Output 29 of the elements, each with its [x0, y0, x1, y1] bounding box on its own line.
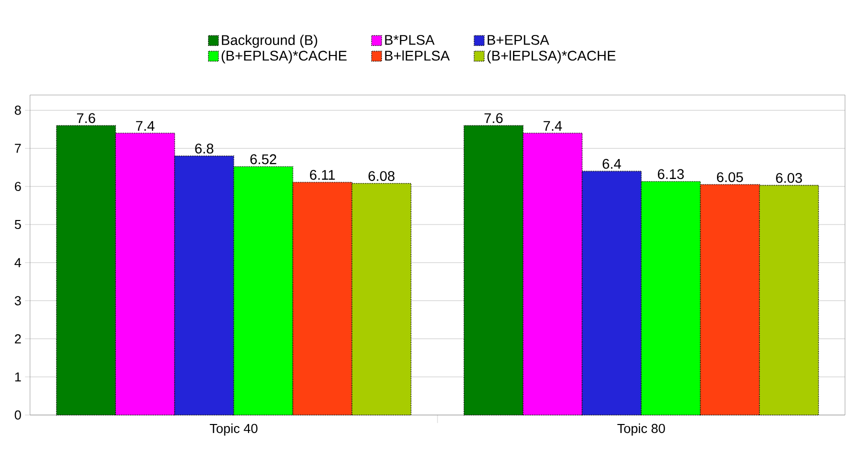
y-tick-label: 2	[14, 334, 21, 344]
data-label: 6.08	[368, 171, 394, 181]
y-tick-label: 6	[14, 182, 21, 192]
data-label: 7.6	[77, 113, 96, 124]
legend-label: B+EPLSA	[488, 34, 550, 45]
y-tick-label: 1	[15, 372, 21, 382]
legend-label: B+lEPLSA	[385, 50, 450, 61]
data-label: 6.05	[716, 172, 743, 182]
x-tick-label: Topic 40	[210, 424, 258, 436]
legend-label: B*PLSA	[385, 34, 435, 45]
data-label: 6.8	[195, 144, 214, 154]
legend-label: (B+lEPLSA)*CACHE	[487, 50, 616, 64]
y-tick-label: 8	[14, 106, 21, 115]
data-label: 7.4	[544, 121, 562, 131]
y-tick-label: 4	[14, 258, 22, 268]
y-tick-label: 5	[14, 220, 21, 230]
y-tick-label: 3	[14, 296, 21, 306]
data-label: 6.52	[250, 154, 276, 164]
data-label: 6.4	[602, 158, 622, 169]
data-label: 6.03	[776, 172, 802, 183]
data-label: 6.11	[310, 170, 335, 180]
y-tick-label: 7	[14, 144, 21, 153]
y-tick-label: 0	[14, 410, 21, 420]
data-label: 6.13	[658, 169, 684, 180]
x-tick-label: Topic 80	[617, 424, 665, 436]
legend-label: (B+EPLSA)*CACHE	[222, 50, 347, 64]
data-label: 7.4	[136, 121, 154, 131]
legend-label: Background (B)	[222, 34, 318, 48]
data-label: 7.6	[484, 113, 503, 124]
